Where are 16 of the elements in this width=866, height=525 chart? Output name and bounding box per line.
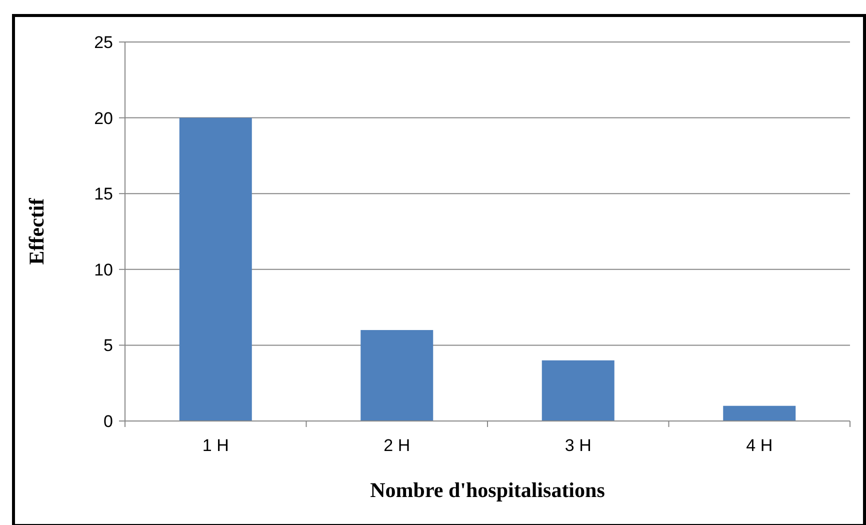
y-tick-label: 5 — [104, 336, 113, 356]
y-tick-label: 20 — [94, 108, 113, 128]
bar — [179, 118, 252, 421]
bar — [723, 406, 796, 421]
x-tick-label: 4 H — [746, 436, 773, 455]
y-tick-label: 25 — [94, 32, 113, 52]
bar — [542, 360, 614, 421]
bar — [360, 330, 434, 421]
x-tick-label: 2 H — [384, 436, 410, 455]
x-axis-title: Nombre d'hospitalisations — [370, 478, 605, 502]
x-tick-label: 3 H — [564, 436, 592, 455]
y-axis-title: Effectif — [24, 197, 48, 265]
y-tick-label: 15 — [94, 184, 113, 204]
y-tick-label: 10 — [94, 260, 113, 280]
x-tick-label: 1 H — [202, 436, 229, 455]
y-tick-label: 0 — [104, 412, 113, 431]
